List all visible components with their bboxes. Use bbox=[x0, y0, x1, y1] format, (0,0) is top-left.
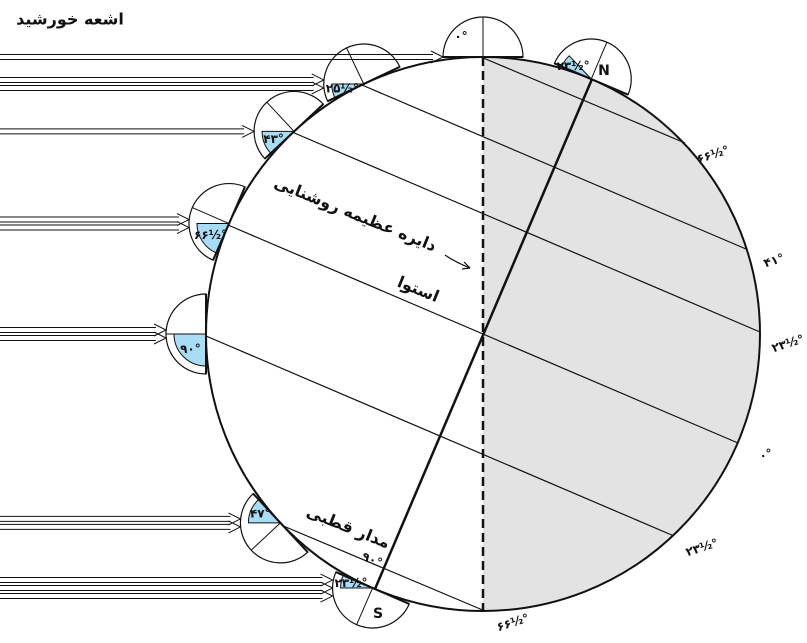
horizon bbox=[554, 62, 629, 96]
pointer bbox=[444, 254, 471, 269]
latitude-label: ۶۶½° bbox=[695, 143, 731, 167]
latitude-label: ۲۳½° bbox=[770, 332, 806, 356]
horizon bbox=[327, 65, 401, 103]
protractors: ۰° ۲۳½° ۲۵½° ۴۳° ۶۶½° ۹۰° ۴۷° ۲۳½° bbox=[165, 16, 632, 629]
latitude-label: ۶۶½° bbox=[495, 611, 531, 635]
protractor-normal bbox=[192, 207, 230, 225]
sun-ray bbox=[0, 581, 334, 595]
protractor-normal bbox=[356, 587, 374, 625]
sun-ray bbox=[0, 213, 191, 226]
sun-ray bbox=[0, 512, 242, 526]
angle-label: ۲۳½° bbox=[334, 576, 367, 590]
sun-ray bbox=[0, 50, 445, 64]
angle-label: ۴۳° bbox=[263, 132, 284, 146]
sun-ray bbox=[0, 221, 191, 234]
horizon bbox=[335, 571, 410, 605]
protractor-normal bbox=[266, 101, 295, 132]
sun-rays bbox=[0, 50, 445, 603]
night-side bbox=[483, 57, 760, 611]
north-label: N bbox=[598, 63, 610, 79]
sun-ray bbox=[0, 573, 334, 587]
pointer-head bbox=[461, 261, 471, 270]
latitude-label: ۲۳½° bbox=[684, 536, 720, 560]
title: اشعه خورشید bbox=[16, 10, 124, 29]
sun-ray bbox=[0, 589, 334, 603]
sun-ray bbox=[0, 124, 256, 138]
horizon bbox=[264, 103, 325, 160]
earth-axis bbox=[373, 78, 594, 590]
horizon bbox=[212, 186, 246, 261]
angle-wedge bbox=[173, 333, 207, 367]
angle-label: ۴۷° bbox=[250, 507, 271, 521]
latitude-label: ۰° bbox=[757, 446, 774, 463]
angle-label: ۶۶½° bbox=[194, 228, 227, 242]
sun-ray bbox=[0, 73, 325, 87]
protractor-normal bbox=[346, 47, 365, 85]
south-label: S bbox=[373, 606, 383, 622]
sun-ray bbox=[0, 331, 168, 345]
latitude-label: ۴۱° bbox=[762, 251, 786, 271]
sun-ray bbox=[0, 520, 242, 534]
angle-label: ۹۰° bbox=[180, 342, 201, 356]
angle-label: ۰° bbox=[454, 30, 467, 44]
angle-label: ۲۵½° bbox=[326, 81, 359, 95]
protractor-normal bbox=[590, 42, 608, 80]
horizon bbox=[252, 492, 309, 553]
sun-ray bbox=[0, 81, 325, 95]
protractor bbox=[553, 38, 632, 96]
angle-label: ۲۳½° bbox=[557, 59, 590, 73]
protractor-normal bbox=[250, 522, 281, 551]
sun-ray bbox=[0, 323, 168, 337]
